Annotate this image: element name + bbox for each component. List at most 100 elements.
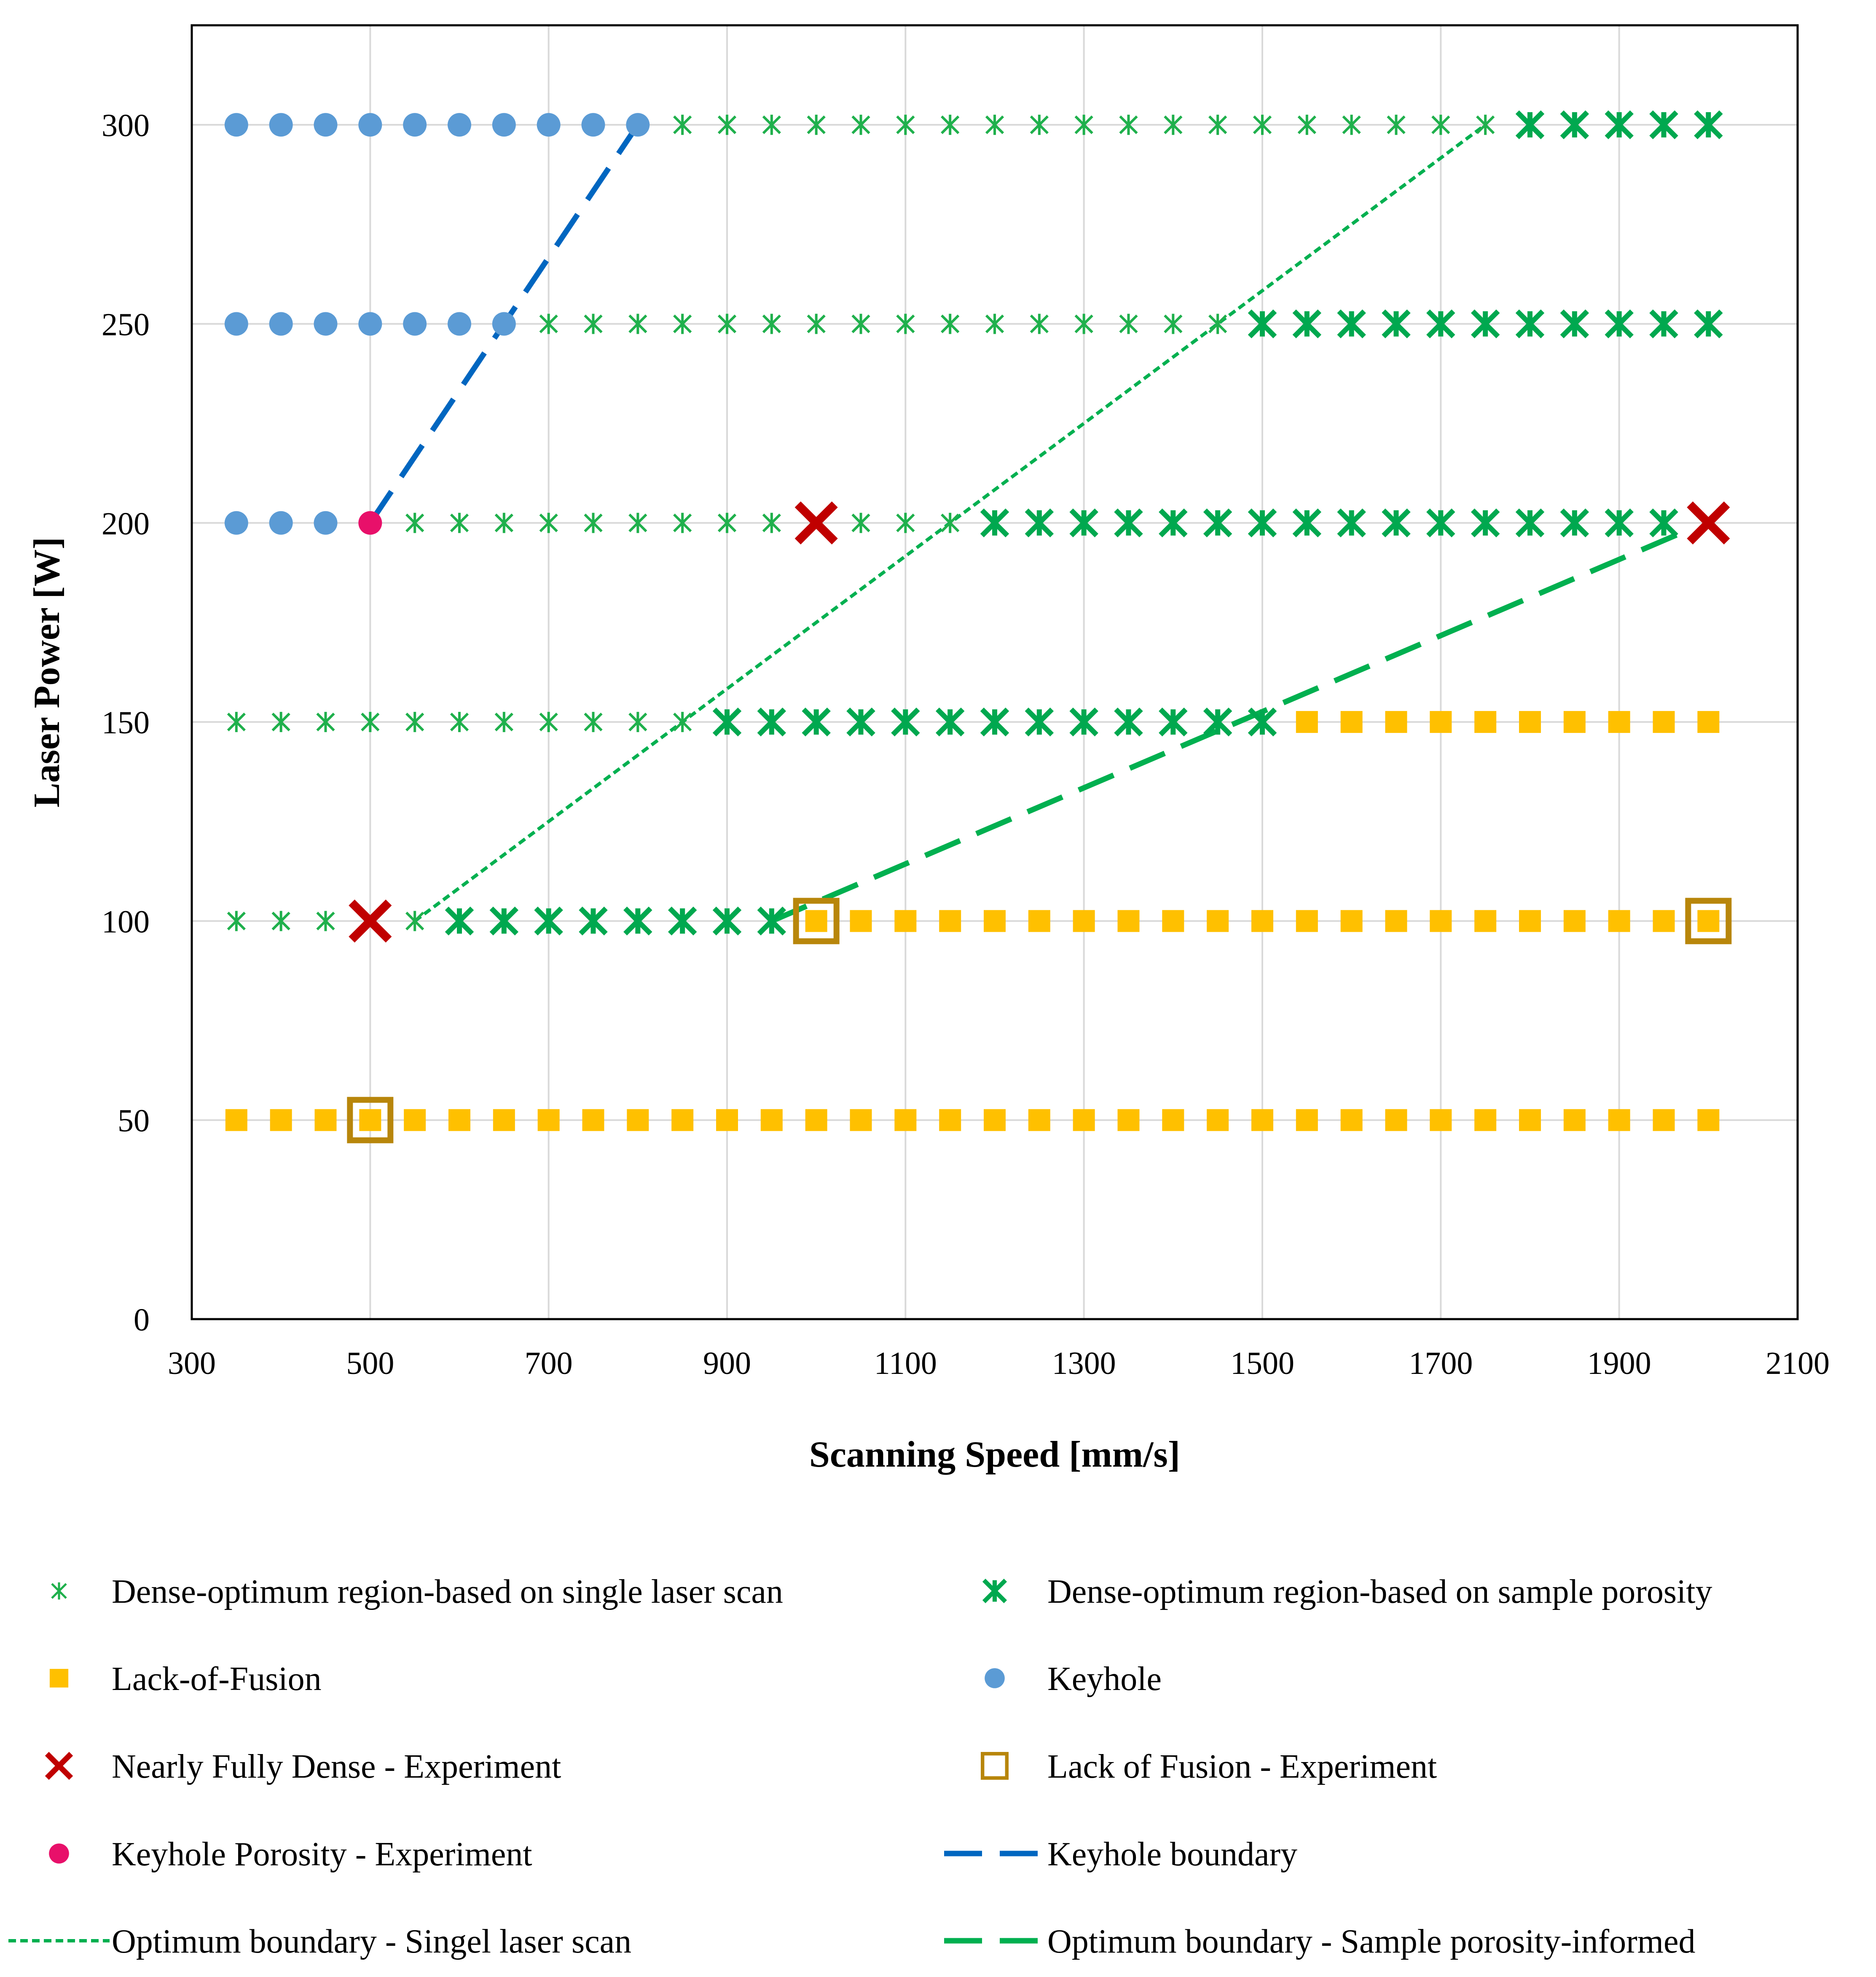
keyhole-point xyxy=(269,511,293,535)
lack-of-fusion-point xyxy=(1608,1109,1630,1131)
lack-of-fusion-point xyxy=(1653,910,1675,932)
legend-keyhole-entry: Keyhole xyxy=(985,1660,1162,1698)
lack-of-fusion-point xyxy=(1207,1109,1229,1131)
x-tick-label: 1900 xyxy=(1587,1346,1651,1381)
lack-of-fusion-point xyxy=(1608,711,1630,733)
keyhole-point xyxy=(448,312,471,336)
dense-single-point xyxy=(1164,314,1183,334)
nearly-dense-exp-point xyxy=(1687,501,1730,545)
keyhole-point xyxy=(314,312,338,336)
dense-single-point xyxy=(316,712,335,732)
dense-porosity-point xyxy=(1605,508,1634,538)
lack-of-fusion-point xyxy=(1251,1109,1273,1131)
lack-of-fusion-point xyxy=(1474,711,1497,733)
legend: Dense-optimum region-based on single las… xyxy=(8,1573,1712,1960)
dense-single-point xyxy=(405,512,424,533)
dense-single-point xyxy=(1119,314,1138,334)
dense-single-point xyxy=(539,712,558,732)
dense-porosity-point xyxy=(1694,309,1723,338)
lack-of-fusion-point xyxy=(1340,711,1363,733)
lack-of-fusion-point xyxy=(1073,910,1095,932)
dense-porosity-point xyxy=(1515,309,1545,338)
dense-single-point xyxy=(1030,115,1049,135)
legend-lof-exp-label: Lack of Fusion - Experiment xyxy=(1047,1748,1437,1785)
legend-dense-single-entry: Dense-optimum region-based on single las… xyxy=(51,1573,783,1610)
y-tick-label: 0 xyxy=(134,1302,150,1338)
lack-of-fusion-point xyxy=(1653,711,1675,733)
dense-porosity-point xyxy=(1649,508,1678,538)
dense-single-point xyxy=(896,115,915,135)
lack-of-fusion-point xyxy=(671,1109,694,1131)
x-tick-label: 1100 xyxy=(874,1346,937,1381)
keyhole-point xyxy=(403,312,427,336)
dense-single-point xyxy=(1119,115,1138,135)
dense-single-point xyxy=(673,314,692,334)
dense-single-point xyxy=(584,512,603,533)
dense-single-point xyxy=(450,512,469,533)
dense-single-point xyxy=(271,911,290,931)
lack-of-fusion-point xyxy=(1117,1109,1140,1131)
dense-porosity-point xyxy=(1426,309,1455,338)
dense-porosity-point xyxy=(1292,508,1322,538)
dense-single-point xyxy=(361,712,380,732)
dense-single-point xyxy=(539,314,558,334)
dense-porosity-point xyxy=(1605,309,1634,338)
lack-of-fusion-point xyxy=(1430,1109,1452,1131)
dense-single-point xyxy=(762,115,781,135)
lack-of-fusion-point xyxy=(1296,1109,1318,1131)
legend-dense-single-label: Dense-optimum region-based on single las… xyxy=(112,1573,783,1610)
dense-porosity-point xyxy=(935,707,965,737)
lack-of-fusion-point xyxy=(1028,910,1050,932)
dense-single-point xyxy=(941,512,960,533)
dense-single-point xyxy=(1074,314,1093,334)
legend-nearly-dense-exp-label: Nearly Fully Dense - Experiment xyxy=(112,1748,561,1785)
lack-of-fusion-point xyxy=(1340,1109,1363,1131)
lack-of-fusion-point xyxy=(1117,910,1140,932)
dense-single-point xyxy=(494,712,513,732)
y-tick-label: 250 xyxy=(102,307,150,342)
dense-single-point xyxy=(1253,115,1272,135)
dense-porosity-point xyxy=(712,707,742,737)
lack-of-fusion-point xyxy=(1385,1109,1407,1131)
dense-single-point xyxy=(673,712,692,732)
dense-porosity-point xyxy=(1114,508,1143,538)
dense-porosity-point xyxy=(1025,508,1054,538)
legend-keyhole-boundary-entry: Keyhole boundary xyxy=(944,1836,1297,1873)
dense-porosity-point xyxy=(489,907,519,936)
keyhole-point xyxy=(269,312,293,336)
lack-of-fusion-point xyxy=(760,1109,783,1131)
legend-opt-porosity-label: Optimum boundary - Sample porosity-infor… xyxy=(1047,1923,1696,1960)
keyhole-point xyxy=(358,113,382,137)
dense-single-point xyxy=(1387,115,1406,135)
dense-porosity-point xyxy=(1560,309,1589,338)
keyhole-exp-point xyxy=(358,511,382,535)
lack-of-fusion-point xyxy=(1519,711,1541,733)
nearly-dense-exp-point xyxy=(794,501,838,545)
dense-single-point xyxy=(941,115,960,135)
x-tick-label: 2100 xyxy=(1766,1346,1830,1381)
dense-single-point xyxy=(1431,115,1450,135)
keyhole-point xyxy=(492,113,516,137)
legend-keyhole-label: Keyhole xyxy=(1047,1660,1162,1698)
legend-keyhole-exp-marker xyxy=(49,1843,69,1864)
dense-porosity-point xyxy=(712,907,742,936)
dense-porosity-point xyxy=(1605,110,1634,139)
dense-porosity-point xyxy=(1203,508,1232,538)
lack-of-fusion-point xyxy=(716,1109,738,1131)
dense-single-point xyxy=(896,314,915,334)
dense-single-point xyxy=(450,712,469,732)
lack-of-fusion-point xyxy=(1653,1109,1675,1131)
dense-porosity-point xyxy=(579,907,608,936)
lack-of-fusion-point xyxy=(894,1109,917,1131)
dense-porosity-point xyxy=(1159,707,1188,737)
dense-porosity-point xyxy=(802,707,831,737)
dense-single-point xyxy=(1476,115,1495,135)
dense-porosity-point xyxy=(757,907,786,936)
lack-of-fusion-point xyxy=(1162,910,1184,932)
dense-single-point xyxy=(584,712,603,732)
lack-of-fusion-point xyxy=(1385,711,1407,733)
lack-of-fusion-point xyxy=(1697,711,1720,733)
lack-of-fusion-point xyxy=(627,1109,649,1131)
y-axis-title: Laser Power [W] xyxy=(27,537,67,807)
